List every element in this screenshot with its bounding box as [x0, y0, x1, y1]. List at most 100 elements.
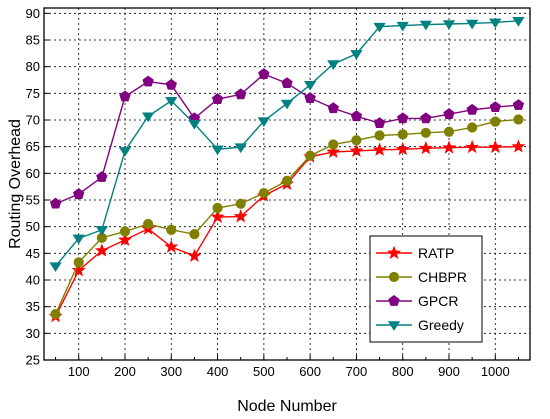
y-tick-label: 75 [26, 86, 40, 101]
data-point-gpcr [443, 108, 455, 119]
y-tick-label: 60 [26, 166, 40, 181]
data-point-chbpr [50, 309, 61, 320]
legend-item-chbpr: CHBPR [376, 269, 467, 285]
data-point-greedy [442, 20, 456, 30]
x-tick-label: 700 [346, 364, 368, 379]
y-tick-label: 70 [26, 113, 40, 128]
data-point-gpcr [96, 171, 108, 182]
data-point-gpcr [466, 103, 478, 115]
data-point-chbpr [351, 135, 362, 146]
data-point-chbpr [490, 116, 501, 127]
data-point-ratp [442, 140, 456, 154]
data-point-greedy [327, 60, 340, 70]
data-point-ratp [187, 248, 202, 262]
data-point-greedy [95, 226, 109, 236]
data-point-gpcr [73, 188, 85, 199]
data-point-ratp [418, 140, 433, 155]
x-tick-label: 400 [207, 364, 229, 379]
y-tick-label: 85 [26, 33, 40, 48]
data-point-chbpr [258, 187, 269, 199]
data-point-greedy [396, 21, 409, 32]
data-point-greedy [141, 112, 155, 123]
data-point-gpcr [397, 112, 409, 124]
legend-label: Greedy [418, 317, 464, 333]
data-point-chbpr [73, 257, 84, 268]
data-point-gpcr [512, 99, 525, 110]
data-point-gpcr [281, 77, 293, 89]
y-tick-label: 55 [26, 193, 40, 208]
y-tick-label: 35 [26, 299, 40, 314]
y-tick-label: 25 [26, 353, 40, 368]
data-point-greedy [303, 81, 317, 91]
data-point-chbpr [305, 150, 316, 161]
data-point-greedy [419, 20, 433, 31]
legend-marker [387, 245, 401, 259]
data-point-ratp [488, 139, 503, 154]
y-tick-label: 30 [26, 326, 40, 341]
y-axis-title: Routing Overhead [7, 119, 24, 249]
data-point-ratp [349, 143, 364, 157]
data-point-chbpr [281, 175, 293, 186]
x-tick-label: 800 [392, 364, 414, 379]
data-point-gpcr [420, 112, 432, 124]
legend-label: RATP [418, 245, 454, 261]
data-point-chbpr [119, 226, 131, 237]
series-greedy [49, 17, 525, 273]
data-point-gpcr [165, 78, 177, 90]
legend-item-ratp: RATP [376, 245, 454, 261]
data-point-chbpr [212, 202, 223, 214]
data-point-ratp [511, 139, 526, 153]
data-point-ratp [326, 144, 341, 158]
data-point-gpcr [235, 88, 247, 100]
data-point-greedy [188, 119, 201, 130]
legend-label: GPCR [418, 293, 458, 309]
data-point-chbpr [143, 218, 154, 230]
y-tick-label: 90 [26, 6, 40, 21]
series-chbpr [50, 114, 524, 320]
data-point-greedy [489, 18, 502, 29]
data-point-greedy [465, 19, 479, 30]
data-point-ratp [164, 239, 179, 253]
legend-item-gpcr: GPCR [376, 293, 458, 309]
data-point-greedy [512, 17, 525, 27]
data-point-chbpr [397, 129, 408, 140]
x-tick-label: 100 [68, 364, 90, 379]
data-point-greedy [373, 22, 386, 33]
y-tick-label: 45 [26, 246, 40, 261]
data-point-chbpr [374, 130, 385, 141]
data-point-chbpr [235, 198, 246, 209]
axis-ticks: 100 200 300 400 500 600 700 800 900 1000 25 30 35 40 4… [26, 6, 519, 379]
data-point-chbpr [443, 126, 455, 137]
legend: RATP CHBPR GPCR Greedy [369, 235, 483, 343]
data-point-gpcr [489, 101, 501, 113]
x-tick-label: 900 [438, 364, 460, 379]
y-tick-label: 80 [26, 59, 40, 74]
series-gpcr [49, 68, 525, 209]
data-point-greedy [118, 147, 132, 157]
data-point-ratp [210, 209, 225, 224]
legend-marker [388, 295, 400, 306]
data-point-greedy [280, 99, 294, 110]
data-point-ratp [465, 139, 480, 154]
data-point-chbpr [513, 114, 524, 125]
data-point-gpcr [49, 197, 62, 209]
data-point-ratp [372, 142, 387, 156]
data-point-gpcr [327, 102, 339, 114]
legend-label: CHBPR [418, 269, 467, 285]
x-tick-label: 1000 [481, 364, 510, 379]
data-point-greedy [211, 145, 224, 156]
data-point-ratp [71, 263, 86, 277]
x-tick-label: 200 [114, 364, 136, 379]
data-series [48, 17, 526, 323]
data-point-gpcr [211, 93, 224, 105]
legend-marker [388, 271, 400, 283]
y-tick-label: 65 [26, 139, 40, 154]
x-axis-title: Node Number [237, 398, 337, 415]
data-point-greedy [234, 143, 247, 154]
data-point-gpcr [119, 90, 131, 102]
data-point-greedy [257, 117, 271, 127]
data-point-gpcr [350, 110, 363, 122]
data-point-chbpr [166, 224, 177, 235]
data-point-gpcr [373, 117, 386, 129]
